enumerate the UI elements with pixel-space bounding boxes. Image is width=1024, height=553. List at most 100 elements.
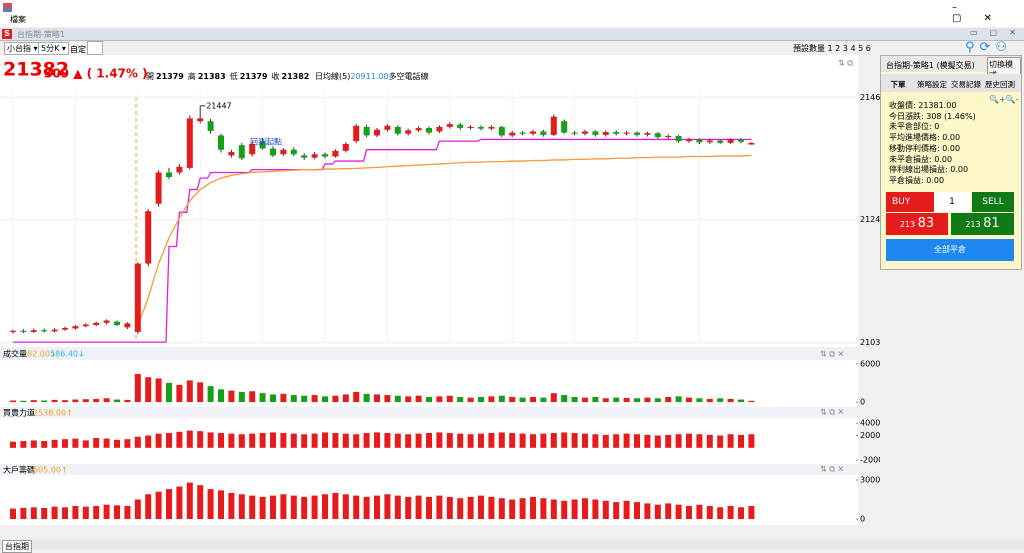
chart-area: 21382 309 ▲ ( 1.47% ) ⇅ ⧉ ⇅ ⧉ ✕ ⇅ ⧉ ✕ ⇅ … <box>0 55 880 525</box>
bar <box>93 506 100 520</box>
bottom-tab[interactable]: 台指期 <box>2 540 32 553</box>
bar <box>457 498 464 520</box>
bar <box>332 433 339 448</box>
bar <box>270 394 276 403</box>
bar <box>509 499 516 520</box>
bar <box>478 495 484 520</box>
bar <box>384 395 391 403</box>
bar <box>384 494 391 520</box>
pane-tools[interactable]: ⇅ ⧉ ✕ <box>820 350 844 359</box>
bar <box>238 391 245 403</box>
close-all-button[interactable]: 全部平倉 <box>886 239 1014 261</box>
bar <box>311 395 318 403</box>
candle-body <box>436 126 443 132</box>
candle-body <box>311 154 318 158</box>
zoom-icons[interactable]: 🔍+🔍- <box>989 95 1019 104</box>
big-name: 大戶籌碼 <box>3 465 35 475</box>
candle-body <box>457 124 464 129</box>
candle-body <box>488 126 495 129</box>
tab[interactable]: 歷史回測 <box>985 80 1015 89</box>
bar <box>114 505 120 520</box>
bar <box>30 400 37 403</box>
bar <box>488 433 495 448</box>
bar <box>509 396 516 403</box>
tab[interactable]: 交易記錄 <box>951 80 981 89</box>
candle-body <box>540 131 547 135</box>
info-line: 平均進場價格: 0.00 <box>889 133 961 143</box>
pane-tools[interactable]: ⇅ ⧉ <box>838 59 853 68</box>
toolbar-icons[interactable]: ⚲⟳⚇ <box>965 40 1013 55</box>
candle-body <box>228 151 235 156</box>
candle-body <box>155 172 162 204</box>
candle-body <box>498 126 505 136</box>
bid-quote[interactable]: 213 83 <box>886 213 948 235</box>
pane-tools[interactable]: ⇅ ⧉ ✕ <box>820 408 844 417</box>
mdi-bar: S 台指期-策略1 ▭▢✕ <box>0 28 1024 41</box>
candle-body <box>748 142 755 145</box>
bar <box>301 496 308 520</box>
bar <box>249 495 256 520</box>
bar <box>426 433 432 448</box>
bar <box>602 398 609 403</box>
mdi-controls[interactable]: ▭▢✕ <box>970 28 1024 37</box>
candle-body <box>384 125 391 130</box>
qty-input[interactable]: 1 <box>934 192 970 212</box>
custom-label: 自定 <box>70 45 86 54</box>
default-qty[interactable]: 預設數量 1 2 3 4 5 6 <box>793 44 871 53</box>
bar <box>353 434 360 448</box>
bar <box>41 507 48 520</box>
menu-file[interactable]: 檔案 <box>10 15 26 24</box>
bar <box>134 499 141 520</box>
bar <box>478 433 484 448</box>
buy-button[interactable]: BUY <box>886 192 934 212</box>
bar <box>114 399 120 403</box>
bar <box>363 496 370 520</box>
window-controls[interactable]: –▢✕ <box>952 2 1014 24</box>
candle-body <box>20 330 27 332</box>
bar <box>176 384 183 403</box>
bar <box>738 399 744 403</box>
candle-body <box>509 132 516 136</box>
candle-body <box>145 211 152 264</box>
bar <box>415 495 422 520</box>
bar <box>540 433 547 448</box>
volume-v1: 82.00↓ <box>27 350 57 359</box>
custom-box[interactable] <box>87 41 103 55</box>
bar <box>145 435 152 448</box>
bar <box>550 433 557 448</box>
pane-tools[interactable]: ⇅ ⧉ ✕ <box>820 465 844 474</box>
bar <box>259 496 266 520</box>
bar <box>62 507 68 520</box>
candle-body <box>10 330 16 332</box>
ohlc-value: 21383 <box>198 72 226 81</box>
bar <box>706 398 713 403</box>
symbol-select[interactable]: 小台指 ▾ <box>4 42 41 55</box>
bar <box>530 396 536 403</box>
bar <box>665 434 672 448</box>
bar <box>10 508 16 520</box>
bar <box>259 433 266 448</box>
sell-button[interactable]: SELL <box>972 192 1014 212</box>
bar <box>436 432 443 448</box>
period-select[interactable]: 5分K ▾ <box>38 42 69 55</box>
candle-body <box>706 140 713 143</box>
app-icon <box>3 3 12 12</box>
bar <box>717 435 724 448</box>
bar <box>197 382 204 403</box>
bar <box>30 440 37 448</box>
bar <box>519 433 526 448</box>
bar <box>571 396 578 403</box>
bar <box>394 495 401 520</box>
candle-body <box>519 132 526 134</box>
tab[interactable]: 策略設定 <box>917 80 947 89</box>
candle-body <box>550 116 557 135</box>
panel-header <box>881 56 1021 72</box>
ask-quote[interactable]: 213 81 <box>951 213 1014 235</box>
y-tick-label: 21031 <box>860 338 880 347</box>
tab[interactable]: 下單 <box>890 80 906 89</box>
bar <box>207 489 214 520</box>
bar <box>540 498 547 520</box>
pane-header <box>0 349 858 360</box>
y-tick-label: -2000 <box>860 456 880 465</box>
bar <box>405 396 412 403</box>
